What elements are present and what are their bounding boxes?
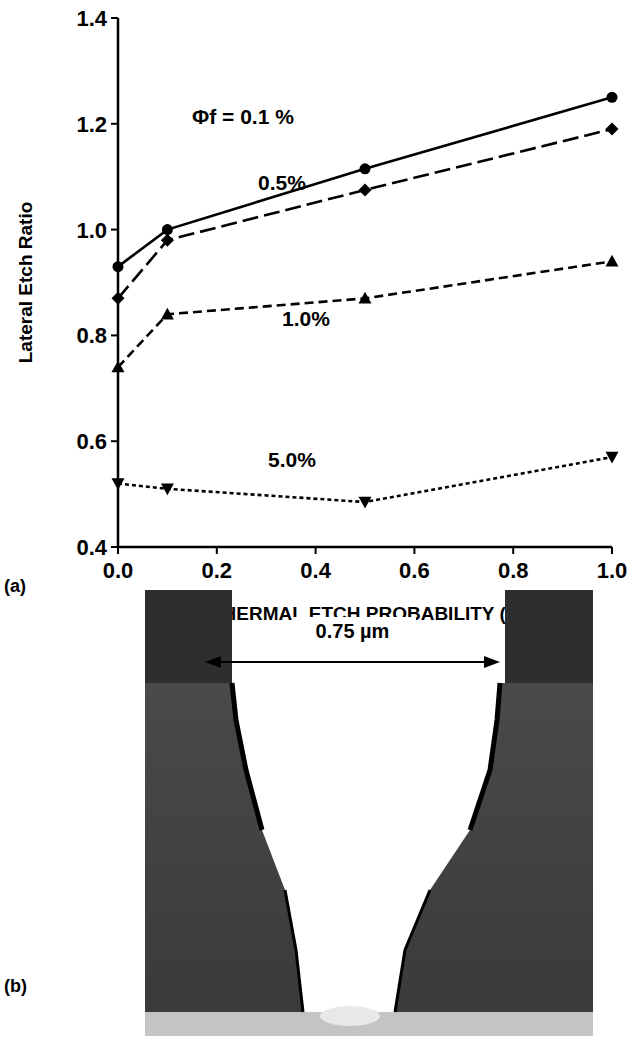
series-label: 1.0% [282,307,330,330]
x-tick-label: 0.4 [300,558,331,583]
x-tick [117,547,119,554]
data-point [360,163,371,174]
data-point [359,292,372,304]
plot-area [112,92,619,509]
x-tick [413,547,415,554]
series-line [118,261,612,367]
data-point [113,261,124,272]
bottom-wall-left [285,890,303,1012]
x-tick-label: 0.2 [202,558,233,583]
series-line [118,97,612,266]
y-tick [111,229,118,231]
series-label: Φf = 0.1 % [192,105,294,128]
data-point [161,308,174,320]
y-tick-label: 0.6 [76,429,107,454]
x-tick [216,547,218,554]
dimension-line [215,661,490,663]
data-point [112,361,125,373]
arrow-head [484,656,500,668]
mask-right [505,590,593,683]
y-axis-title: Lateral Etch Ratio [15,202,36,364]
x-tick-label: 1.0 [597,558,628,583]
data-point [359,183,372,196]
data-point [112,292,125,305]
x-tick [315,547,317,554]
substrate-left [145,683,303,1012]
data-point [359,497,372,509]
data-point [606,452,619,464]
x-axis-line [118,546,612,549]
y-tick [111,334,118,336]
series-label: 5.0% [268,448,316,471]
y-tick [111,17,118,19]
series-line [118,129,612,298]
substrate-right [395,683,593,1012]
dimension-label: 0.75 µm [316,620,390,642]
y-tick-label: 0.8 [76,323,107,348]
profile-panel: 0.75 µm [145,590,593,1036]
series-label: 0.5% [258,171,306,194]
data-point [162,224,173,235]
figure: 0.4 0.6 0.8 1.0 1.2 1.4 0.0 0.2 0.4 0.6 0.8 1.0 Late… [0,0,641,1042]
x-tick [512,547,514,554]
y-tick [111,440,118,442]
x-tick [611,547,613,554]
label-ground [292,617,416,643]
sidewall-left-edge [236,683,250,770]
y-tick [111,123,118,125]
bottom-wall-right [395,890,430,1012]
axes: 0.4 0.6 0.8 1.0 1.2 1.4 0.0 0.2 0.4 0.6 0.8 1.0 [76,6,627,583]
data-point [161,484,174,496]
data-point [161,234,174,247]
underlayer-etch [320,1006,380,1026]
x-tick-label: 0.6 [399,558,430,583]
sidewall-left [232,683,262,830]
y-tick-label: 1.2 [76,112,107,137]
data-point [606,255,619,267]
y-axis-line [117,18,120,547]
panel-label: (a) [4,576,26,596]
series-line [118,457,612,502]
arrow-head [205,656,221,668]
x-tick-label: 0.0 [103,558,134,583]
y-tick-label: 1.0 [76,218,107,243]
mask-left [145,590,232,683]
data-point [606,123,619,136]
sidewall-right-edge [486,683,496,770]
data-point [607,92,618,103]
sidewall-right [470,683,500,830]
data-point [112,478,125,490]
y-tick-label: 1.4 [76,6,107,31]
panel-label: (b) [4,976,27,996]
y-tick-label: 0.4 [76,535,107,560]
y-tick [111,546,118,548]
x-tick-label: 0.8 [498,558,529,583]
